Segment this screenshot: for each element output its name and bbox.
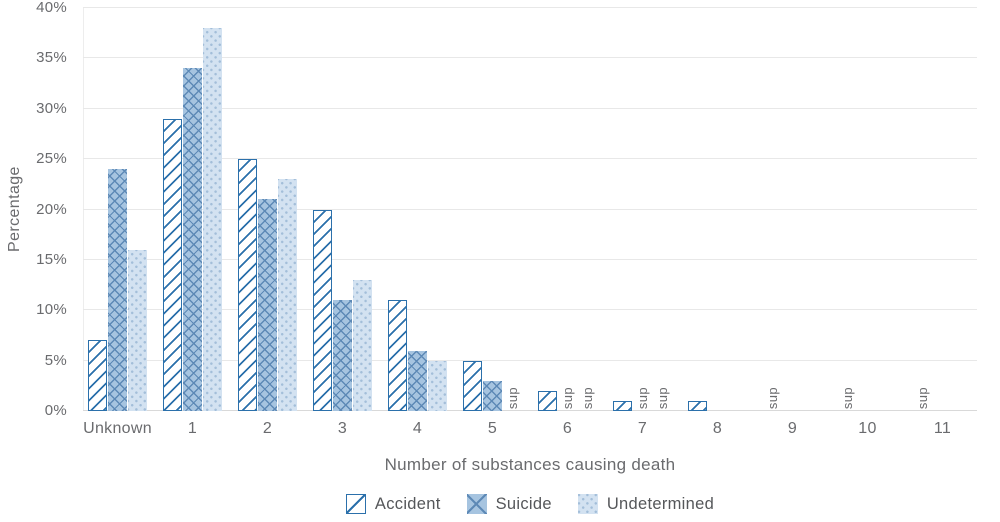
bar-accident-8 [688, 400, 707, 411]
suppressed-label: sup [580, 386, 595, 409]
gridline [83, 309, 977, 311]
y-tick-label: 35% [36, 49, 67, 67]
bar-accident-unknown [88, 340, 107, 411]
bar-accident-3 [313, 209, 332, 411]
legend-label: Accident [374, 494, 441, 513]
gridline [83, 57, 977, 59]
suppressed-label: sup [655, 386, 670, 409]
bar-accident-7 [613, 400, 632, 411]
bar-undetermined-1 [203, 28, 222, 411]
x-tick-label: Unknown [83, 420, 152, 437]
suppressed-label: sup [765, 386, 780, 409]
gridline [83, 107, 977, 109]
y-tick-label: 10% [36, 301, 67, 319]
legend-label: Undetermined [606, 494, 715, 513]
suppressed-label: sup [505, 386, 520, 409]
bar-undetermined-2 [278, 179, 297, 411]
x-axis-title: Number of substances causing death [384, 455, 676, 474]
x-tick-label: 6 [562, 420, 573, 437]
legend: Accident Suicide Undetermined [83, 491, 977, 517]
bar-accident-1 [163, 118, 182, 411]
bar-undetermined-unknown [128, 249, 147, 411]
y-axis-line [83, 8, 84, 411]
bar-suicide-1 [183, 68, 202, 411]
x-tick-label: 1 [187, 420, 198, 437]
x-tick-label: 7 [637, 420, 648, 437]
x-tick-label: 11 [933, 420, 952, 437]
bar-accident-4 [388, 300, 407, 411]
x-tick-label: 8 [712, 420, 723, 437]
y-tick-label: 15% [36, 250, 67, 268]
y-tick-label: 40% [36, 0, 67, 16]
accident-pattern-swatch-icon [345, 494, 366, 514]
bar-suicide-5 [483, 380, 502, 411]
suppressed-label: sup [915, 386, 930, 409]
bar-accident-5 [463, 360, 482, 411]
bar-accident-2 [238, 159, 257, 411]
bar-suicide-3 [333, 300, 352, 411]
bar-suicide-unknown [108, 169, 127, 411]
gridline [83, 258, 977, 260]
suppressed-label: sup [560, 386, 575, 409]
bar-undetermined-3 [353, 280, 372, 411]
suppressed-label: sup [840, 386, 855, 409]
suppressed-label: sup [635, 386, 650, 409]
gridline [83, 208, 977, 210]
legend-item-undetermined: Undetermined [577, 494, 715, 514]
y-tick-label: 20% [36, 200, 67, 218]
legend-item-suicide: Suicide [466, 494, 552, 514]
gridline [83, 7, 977, 8]
x-tick-label: 4 [412, 420, 423, 437]
x-tick-label: 10 [858, 420, 877, 437]
legend-label: Suicide [495, 494, 552, 513]
legend-item-accident: Accident [345, 494, 441, 514]
plot-area: sup sup sup sup sup sup sup sup [83, 7, 977, 411]
x-axis-line [83, 410, 977, 411]
y-tick-label: 30% [36, 99, 67, 117]
gridline [83, 158, 977, 160]
bar-suicide-2 [258, 199, 277, 411]
y-tick-label: 5% [44, 351, 67, 369]
undetermined-pattern-swatch-icon [577, 494, 598, 514]
y-tick-label: 25% [36, 150, 67, 168]
suicide-pattern-swatch-icon [466, 494, 487, 514]
gridline [83, 359, 977, 361]
x-tick-label: 2 [262, 420, 273, 437]
bar-suicide-4 [408, 350, 427, 411]
y-tick-label: 0% [44, 402, 67, 419]
x-tick-label: 5 [487, 420, 498, 437]
bar-accident-6 [538, 390, 557, 411]
x-tick-label: 9 [787, 420, 798, 437]
x-tick-label: 3 [337, 420, 348, 437]
bar-undetermined-4 [428, 360, 447, 411]
